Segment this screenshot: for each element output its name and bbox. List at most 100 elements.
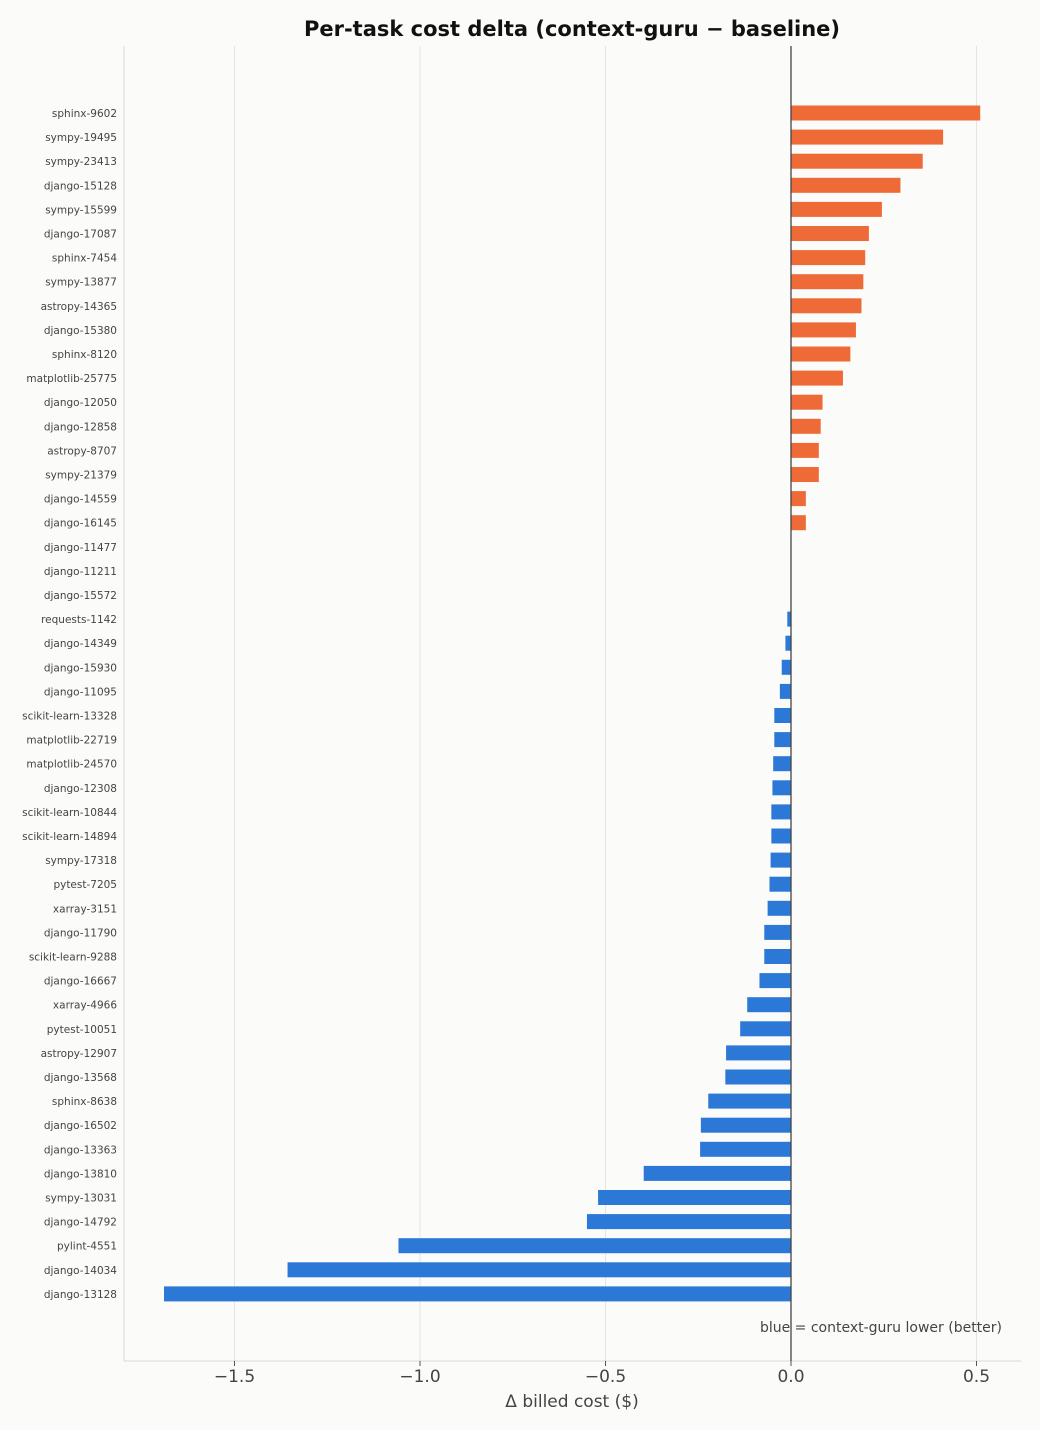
bar (791, 467, 819, 482)
bar (774, 708, 791, 723)
bar (700, 1141, 791, 1157)
bar (700, 1117, 791, 1133)
bar (773, 756, 791, 772)
bar (791, 322, 856, 338)
bar (791, 515, 806, 531)
category-label: matplotlib-25775 (26, 373, 117, 385)
category-label: django-13568 (44, 1072, 117, 1084)
category-label: xarray-4966 (53, 1000, 117, 1012)
bar (771, 828, 791, 844)
bar (708, 1093, 791, 1109)
category-label: django-17087 (44, 229, 117, 241)
category-label: django-14559 (44, 494, 117, 506)
bar (287, 1262, 791, 1278)
category-label: astropy-8707 (47, 445, 117, 457)
bar (769, 876, 791, 892)
axes-layer (123, 46, 1021, 1362)
category-label: django-16667 (44, 976, 117, 988)
category-label: sympy-17318 (45, 855, 117, 867)
category-label: django-11211 (44, 566, 117, 578)
bar (791, 442, 819, 458)
bar (398, 1238, 791, 1254)
category-label: pylint-4551 (57, 1241, 117, 1253)
x-axis-label: Δ billed cost ($) (505, 1392, 638, 1412)
category-label: sympy-21379 (45, 470, 117, 482)
category-label: matplotlib-22719 (26, 735, 117, 747)
category-label: astropy-14365 (41, 301, 117, 313)
category-label: django-14034 (44, 1265, 117, 1277)
bar (791, 418, 821, 434)
category-label: sympy-19495 (45, 132, 117, 144)
category-label: sphinx-7454 (52, 253, 117, 265)
bar (785, 635, 791, 651)
category-label: sympy-15599 (45, 204, 117, 216)
bar (771, 804, 791, 820)
category-label: django-12050 (44, 397, 117, 409)
bar (586, 1214, 791, 1230)
bar (791, 491, 806, 507)
x-tick-label: −1.5 (214, 1367, 255, 1387)
bar (791, 129, 944, 145)
category-label: sympy-13877 (45, 277, 117, 289)
category-label: django-16145 (44, 518, 117, 530)
category-label: sphinx-9602 (52, 108, 117, 120)
category-label: django-15128 (44, 180, 117, 192)
bar (791, 177, 901, 193)
bar (164, 1286, 791, 1302)
category-label: sympy-23413 (45, 156, 117, 168)
category-label: django-15572 (44, 590, 117, 602)
category-label: xarray-3151 (53, 903, 117, 915)
category-label: sphinx-8120 (52, 349, 117, 361)
bar (791, 274, 864, 290)
bar (791, 346, 851, 362)
category-label: django-11790 (44, 927, 117, 939)
category-label: sphinx-8638 (52, 1096, 117, 1108)
category-label: pytest-7205 (53, 879, 117, 891)
bar (774, 732, 791, 748)
bar (770, 852, 791, 868)
category-label: django-12308 (44, 783, 117, 795)
bar (791, 201, 882, 217)
bar (791, 394, 823, 410)
category-label: django-13128 (44, 1289, 117, 1301)
category-label: astropy-12907 (41, 1048, 117, 1060)
category-label: django-11095 (44, 686, 117, 698)
bar (791, 250, 866, 266)
bar (781, 659, 791, 675)
category-labels: sphinx-9602 sympy-19495 sympy-23413 django-… (22, 108, 117, 1301)
x-ticks: −1.5 −1.0 −0.5 0.0 0.5 (214, 1361, 990, 1387)
category-label: django-15930 (44, 662, 117, 674)
bar (747, 997, 791, 1013)
bar (787, 611, 791, 627)
bar (643, 1165, 791, 1181)
bar (726, 1045, 791, 1061)
bar (772, 780, 791, 796)
bar (791, 226, 869, 241)
x-tick-label: −1.0 (399, 1367, 440, 1387)
chart-title: Per-task cost delta (context-guru − base… (304, 17, 840, 41)
bar (767, 900, 791, 916)
category-label: django-14792 (44, 1217, 117, 1229)
x-tick-label: 0.5 (963, 1367, 990, 1387)
category-label: scikit-learn-9288 (29, 952, 117, 964)
bar (791, 153, 923, 169)
bar (764, 924, 791, 940)
bar (759, 973, 791, 989)
category-label: django-11477 (44, 542, 117, 554)
grid-layer (234, 46, 977, 1361)
category-label: django-13363 (44, 1144, 117, 1156)
x-tick-label: −0.5 (585, 1367, 626, 1387)
category-label: matplotlib-24570 (26, 759, 117, 771)
bar (740, 1021, 791, 1037)
x-tick-label: 0.0 (777, 1367, 804, 1387)
category-label: requests-1142 (41, 614, 117, 626)
bar (791, 370, 843, 386)
bar (791, 298, 862, 314)
category-label: django-12858 (44, 421, 117, 433)
bar (791, 105, 981, 121)
category-label: django-16502 (44, 1120, 117, 1132)
category-label: scikit-learn-10844 (22, 807, 117, 819)
bar (779, 683, 791, 699)
chart-annotation: blue = context-guru lower (better) (760, 1320, 1002, 1336)
